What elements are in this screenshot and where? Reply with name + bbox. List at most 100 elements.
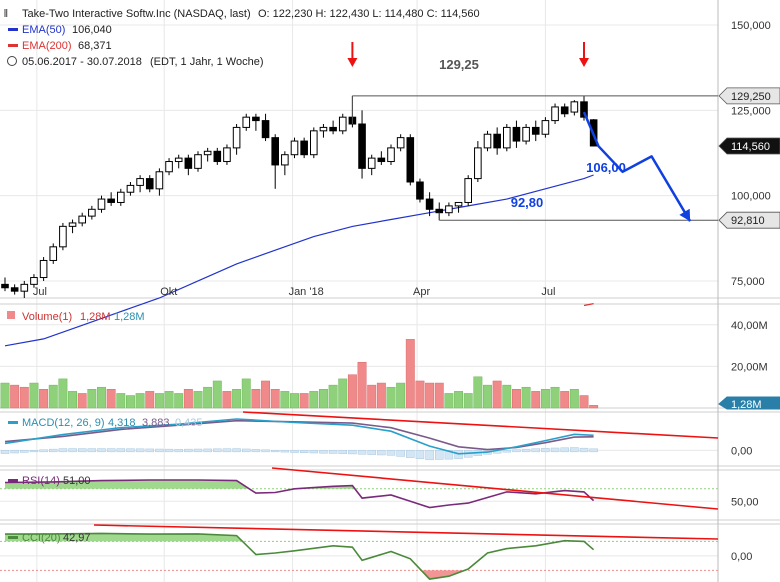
candle-body bbox=[107, 198, 115, 203]
macd-histogram-bar bbox=[213, 448, 222, 453]
clock-icon bbox=[7, 56, 17, 66]
macd-histogram-bar bbox=[203, 448, 212, 453]
cci-lower-fill bbox=[5, 570, 594, 580]
candle-body bbox=[387, 147, 395, 163]
candle-body bbox=[290, 140, 299, 156]
candle-body bbox=[232, 126, 241, 149]
macd-histogram-bar bbox=[49, 448, 58, 453]
volume-bar bbox=[39, 389, 49, 409]
period-range: 05.06.2017 - 30.07.2018 bbox=[22, 56, 142, 68]
macd-histogram-bar bbox=[531, 448, 540, 453]
volume-bar bbox=[540, 389, 550, 409]
volume-bar bbox=[164, 391, 174, 409]
candle-body bbox=[310, 130, 318, 156]
candle-body bbox=[117, 191, 125, 203]
macd-histogram-bar bbox=[68, 448, 77, 453]
macd-histogram-bar bbox=[58, 448, 68, 453]
candle-body bbox=[358, 123, 366, 169]
volume-bar bbox=[347, 374, 357, 409]
macd-histogram-bar bbox=[155, 448, 164, 453]
badge-last: 114,560 bbox=[731, 141, 770, 153]
volume-bar bbox=[386, 386, 396, 409]
candle-body bbox=[503, 126, 511, 149]
macd-value: 4,318 bbox=[108, 417, 136, 429]
macd-histogram-bar bbox=[242, 448, 251, 453]
candle-body bbox=[78, 215, 87, 224]
macd-histogram-bar bbox=[512, 449, 521, 453]
macd-histogram-bar bbox=[502, 450, 512, 453]
candle-body bbox=[1, 283, 9, 289]
macd-histogram-bar bbox=[251, 449, 261, 453]
volume-bar bbox=[261, 380, 271, 409]
rsi-overbought-fill bbox=[5, 480, 594, 489]
volume-bar bbox=[174, 393, 184, 409]
annotation-low: 92,80 bbox=[511, 195, 544, 210]
volume-bar bbox=[77, 393, 87, 409]
macd-histogram-bar bbox=[541, 447, 550, 453]
candle-body bbox=[165, 161, 173, 173]
cci-upper-fill bbox=[5, 533, 594, 542]
candle-body bbox=[445, 205, 453, 214]
macd-histogram-bar bbox=[97, 448, 106, 453]
instrument-title: Take-Two Interactive Softw.Inc (NASDAQ, … bbox=[22, 8, 251, 20]
ema50-line bbox=[4, 174, 594, 347]
volume-bar bbox=[87, 389, 97, 409]
macd-histogram-bar bbox=[579, 447, 589, 453]
macd-histogram-bar bbox=[521, 448, 531, 453]
candle-body bbox=[203, 150, 212, 156]
x-tick-label: Apr bbox=[413, 286, 430, 298]
candle-body bbox=[425, 198, 434, 210]
candle-body bbox=[551, 106, 559, 122]
badge-low: 92,810 bbox=[731, 215, 765, 227]
cci-label: CCI(20) bbox=[22, 532, 61, 544]
macd-tick-label: 0,00 bbox=[731, 445, 752, 457]
macd-histogram-bar bbox=[444, 450, 454, 460]
volume-bar bbox=[193, 391, 203, 409]
volume-bar bbox=[116, 393, 126, 409]
ema200-label: EMA(200) bbox=[22, 40, 72, 52]
rsi-legend: RSI(14) 51,00 bbox=[8, 475, 91, 487]
volume-bar bbox=[58, 378, 68, 409]
rsi-path bbox=[4, 479, 595, 509]
ema50-path bbox=[4, 174, 594, 347]
macd-histogram-bar bbox=[222, 448, 232, 453]
volume-bar bbox=[473, 376, 483, 409]
volume-bar bbox=[483, 384, 492, 409]
volume-bar bbox=[10, 384, 20, 409]
volume-bar bbox=[396, 382, 406, 409]
candle-body bbox=[184, 157, 193, 169]
forecast-arrow-head-icon bbox=[679, 208, 691, 222]
candle-body bbox=[30, 277, 38, 285]
volume-bar bbox=[319, 389, 328, 409]
candle-body bbox=[242, 116, 251, 128]
macd-histogram-bar bbox=[570, 447, 579, 453]
forecast-arrow bbox=[582, 111, 692, 222]
candle-body bbox=[396, 137, 405, 149]
volume-bar bbox=[241, 378, 251, 409]
volume-bar bbox=[203, 386, 213, 409]
macd-histogram-bar bbox=[135, 448, 145, 453]
candle-body bbox=[560, 106, 569, 115]
volume-icon bbox=[7, 311, 15, 319]
volume-bar bbox=[579, 395, 589, 409]
ema200-path bbox=[583, 303, 594, 307]
candle-body bbox=[20, 283, 29, 292]
chart-header: 𝍪 Take-Two Interactive Softw.Inc (NASDAQ… bbox=[4, 8, 480, 68]
volume-bar bbox=[415, 380, 425, 409]
candle-body bbox=[49, 246, 58, 261]
axes: Jul Okt Jan '18 Apr Jul 150,000 125,000 100,000… bbox=[33, 20, 771, 563]
volume-bar bbox=[463, 393, 473, 409]
volume-bar bbox=[569, 389, 579, 409]
candle-body bbox=[39, 259, 48, 279]
macd-histogram-bar bbox=[145, 448, 154, 453]
volume-bar bbox=[135, 393, 145, 409]
x-tick-label: Jan '18 bbox=[289, 286, 324, 298]
badge-volume-bg bbox=[718, 396, 780, 410]
volume-label: Volume(1) bbox=[22, 311, 72, 323]
candle-body bbox=[338, 116, 347, 132]
macd-swatch bbox=[8, 421, 18, 424]
volume-bar bbox=[29, 382, 39, 409]
candle-body bbox=[252, 116, 260, 122]
volume-bar bbox=[280, 391, 290, 409]
macd-signal-value: 3,883 bbox=[142, 417, 170, 429]
